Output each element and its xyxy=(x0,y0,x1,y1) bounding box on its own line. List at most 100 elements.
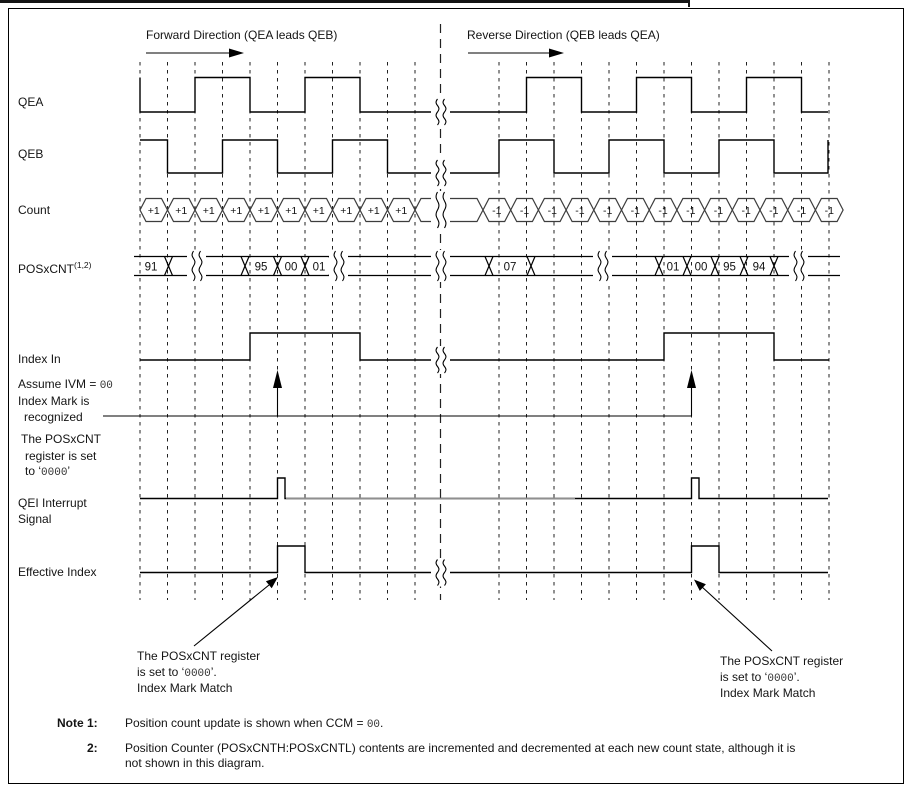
right-match-note-line3: Index Mark Match xyxy=(720,686,816,700)
index-in-break xyxy=(435,346,440,374)
signal-label-qeb: QEB xyxy=(18,147,44,161)
note1-suffix: . xyxy=(380,716,384,730)
poscnt-value: 01 xyxy=(667,262,680,274)
left-match-note-line1: The POSxCNT register xyxy=(137,649,261,663)
set3-value: 0000 xyxy=(41,467,68,479)
count-value: -1 xyxy=(520,205,529,217)
right-match-arrow-line xyxy=(700,585,773,652)
bus-crossover xyxy=(240,256,250,276)
signal-label-index-in: Index In xyxy=(18,352,61,366)
count-value: -1 xyxy=(492,205,501,217)
qea-waveform xyxy=(139,76,828,113)
poscnt-value: 94 xyxy=(753,262,766,274)
count-value: -1 xyxy=(686,205,695,217)
signal-label-poscnt: POSxCNT(1,2) xyxy=(18,258,92,276)
count-value: +1 xyxy=(313,205,325,217)
poscnt-break xyxy=(604,250,609,282)
note1-number: 1: xyxy=(87,716,98,730)
annotation-assume-ivm: Assume IVM = 00 xyxy=(18,377,113,393)
count-value: -1 xyxy=(548,205,557,217)
poscnt-break xyxy=(597,250,602,282)
left-match-arrow-line xyxy=(193,584,270,647)
qea-break xyxy=(442,98,447,126)
note2-text-line2: not shown in this diagram. xyxy=(125,756,265,770)
break-mask xyxy=(431,558,450,587)
index-in-break xyxy=(442,346,447,374)
right-match-note-line2: is set to ‘0000’. xyxy=(720,670,800,686)
note1-text: Position count update is shown when CCM … xyxy=(125,716,383,732)
note1-prefix: Position count update is shown when CCM … xyxy=(125,716,367,730)
annotation-index-mark-line1: Index Mark is xyxy=(18,394,90,408)
count-value: +1 xyxy=(368,205,380,217)
poscnt-break xyxy=(435,250,440,282)
count-value: +1 xyxy=(285,205,297,217)
count-break xyxy=(442,191,447,229)
match2-prefix: is set to ‘ xyxy=(720,670,768,684)
count-value: +1 xyxy=(203,205,215,217)
break-mask xyxy=(431,98,450,126)
assume-value: 00 xyxy=(99,380,113,392)
reverse-arrow-head xyxy=(549,48,564,58)
count-value: -1 xyxy=(658,205,667,217)
poscnt-value: 00 xyxy=(695,262,708,274)
count-value: -1 xyxy=(714,205,723,217)
count-value: -1 xyxy=(741,205,750,217)
count-value: -1 xyxy=(603,205,612,217)
poscnt-break xyxy=(340,250,345,282)
annotation-set-line2: register is set xyxy=(25,449,97,463)
count-break xyxy=(435,191,440,229)
poscnt-break xyxy=(800,250,805,282)
match2-prefix: is set to ‘ xyxy=(137,665,185,679)
qea-break xyxy=(435,98,440,126)
count-hexagon xyxy=(814,197,844,223)
bus-crossover xyxy=(739,256,749,276)
poscnt-text: POSxCNT xyxy=(18,262,75,276)
effective-index-break xyxy=(442,559,447,586)
effective-index-break xyxy=(435,559,440,586)
break-mask xyxy=(187,250,206,282)
break-mask xyxy=(431,250,450,282)
left-match-arrowhead xyxy=(265,577,278,589)
poscnt-note-superscript: (1,2) xyxy=(74,260,92,270)
poscnt-value: 95 xyxy=(723,262,736,274)
signal-label-count: Count xyxy=(18,203,51,217)
count-value: +1 xyxy=(230,205,242,217)
assume-prefix: Assume IVM = xyxy=(18,377,100,391)
count-open-hexagon xyxy=(414,197,484,223)
count-value: -1 xyxy=(769,205,778,217)
break-mask xyxy=(329,250,348,282)
bus-crossover xyxy=(710,256,720,276)
count-value: -1 xyxy=(575,205,584,217)
match2-value: 0000 xyxy=(767,673,794,685)
break-mask xyxy=(431,159,450,187)
count-value: +1 xyxy=(395,205,407,217)
poscnt-value: 01 xyxy=(313,262,326,274)
break-mask xyxy=(431,191,450,229)
poscnt-break xyxy=(442,250,447,282)
signal-label-qei-line2: Signal xyxy=(18,512,52,526)
bus-crossover xyxy=(300,256,310,276)
match2-suffix: ’. xyxy=(793,670,800,684)
break-mask xyxy=(789,250,808,282)
count-value: +1 xyxy=(340,205,352,217)
count-value: -1 xyxy=(825,205,834,217)
bus-crossover xyxy=(682,256,692,276)
index-mark-up-arrowhead-left xyxy=(273,370,282,388)
poscnt-value: 95 xyxy=(255,262,268,274)
poscnt-value: 07 xyxy=(504,262,517,274)
count-value: -1 xyxy=(631,205,640,217)
bus-crossover xyxy=(769,256,779,276)
qeb-waveform xyxy=(140,139,829,174)
clipped-caption-rule xyxy=(0,0,690,3)
count-value: +1 xyxy=(258,205,270,217)
qeb-break xyxy=(442,159,447,187)
left-match-note-line2: is set to ‘0000’. xyxy=(137,665,217,681)
count-value: +1 xyxy=(148,205,160,217)
note2-text-line1: Position Counter (POSxCNTH:POSxCNTL) con… xyxy=(125,741,796,755)
effective-index-waveform xyxy=(140,545,828,574)
match2-suffix: ’. xyxy=(210,665,217,679)
clipped-caption-mark xyxy=(688,0,690,7)
poscnt-break xyxy=(793,250,798,282)
count-value: +1 xyxy=(175,205,187,217)
count-value: -1 xyxy=(797,205,806,217)
